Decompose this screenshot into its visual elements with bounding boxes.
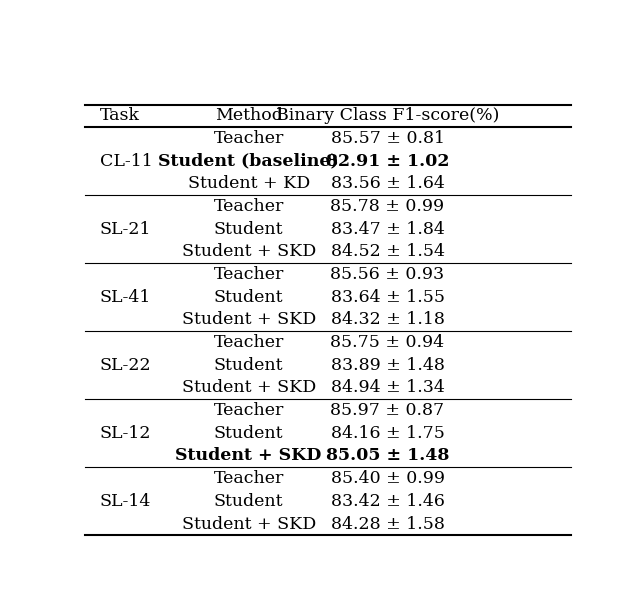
Text: Student: Student — [214, 493, 284, 510]
Text: 83.47 ± 1.84: 83.47 ± 1.84 — [331, 221, 444, 238]
Text: 85.75 ± 0.94: 85.75 ± 0.94 — [330, 334, 445, 351]
Text: 84.32 ± 1.18: 84.32 ± 1.18 — [331, 311, 444, 328]
Text: 85.40 ± 0.99: 85.40 ± 0.99 — [330, 470, 445, 487]
Text: 85.05 ± 1.48: 85.05 ± 1.48 — [326, 448, 449, 465]
Text: SL-41: SL-41 — [100, 288, 151, 306]
Text: Student: Student — [214, 288, 284, 306]
Text: Teacher: Teacher — [214, 470, 284, 487]
Text: Teacher: Teacher — [214, 402, 284, 419]
Text: Method: Method — [214, 108, 283, 124]
Text: Student + SKD: Student + SKD — [175, 448, 322, 465]
Text: 84.28 ± 1.58: 84.28 ± 1.58 — [331, 516, 444, 532]
Text: Task: Task — [100, 108, 140, 124]
Text: SL-14: SL-14 — [100, 493, 151, 510]
Text: Student + SKD: Student + SKD — [182, 243, 316, 260]
Text: 85.57 ± 0.81: 85.57 ± 0.81 — [330, 130, 445, 147]
Text: Student + SKD: Student + SKD — [182, 379, 316, 397]
Text: Student + SKD: Student + SKD — [182, 516, 316, 532]
Text: 83.42 ± 1.46: 83.42 ± 1.46 — [331, 493, 444, 510]
Text: Student: Student — [214, 425, 284, 442]
Text: 83.64 ± 1.55: 83.64 ± 1.55 — [330, 288, 445, 306]
Text: 82.91 ± 1.02: 82.91 ± 1.02 — [326, 153, 449, 169]
Text: 84.16 ± 1.75: 84.16 ± 1.75 — [331, 425, 444, 442]
Text: Teacher: Teacher — [214, 266, 284, 283]
Text: 85.56 ± 0.93: 85.56 ± 0.93 — [330, 266, 445, 283]
Text: Student + KD: Student + KD — [188, 175, 310, 192]
Text: 85.78 ± 0.99: 85.78 ± 0.99 — [330, 198, 445, 215]
Text: SL-21: SL-21 — [100, 221, 151, 238]
Text: Teacher: Teacher — [214, 334, 284, 351]
Text: Student: Student — [214, 357, 284, 374]
Text: 83.56 ± 1.64: 83.56 ± 1.64 — [331, 175, 444, 192]
Text: 84.52 ± 1.54: 84.52 ± 1.54 — [330, 243, 445, 260]
Text: Student + SKD: Student + SKD — [182, 311, 316, 328]
Text: SL-22: SL-22 — [100, 357, 152, 374]
Text: Teacher: Teacher — [214, 198, 284, 215]
Text: CL-11: CL-11 — [100, 153, 152, 169]
Text: 85.97 ± 0.87: 85.97 ± 0.87 — [330, 402, 445, 419]
Text: Teacher: Teacher — [214, 130, 284, 147]
Text: 83.89 ± 1.48: 83.89 ± 1.48 — [331, 357, 444, 374]
Text: SL-12: SL-12 — [100, 425, 151, 442]
Text: Binary Class F1-score(%): Binary Class F1-score(%) — [276, 108, 499, 124]
Text: 84.94 ± 1.34: 84.94 ± 1.34 — [331, 379, 444, 397]
Text: Student: Student — [214, 221, 284, 238]
Text: Student (baseline): Student (baseline) — [158, 153, 339, 169]
